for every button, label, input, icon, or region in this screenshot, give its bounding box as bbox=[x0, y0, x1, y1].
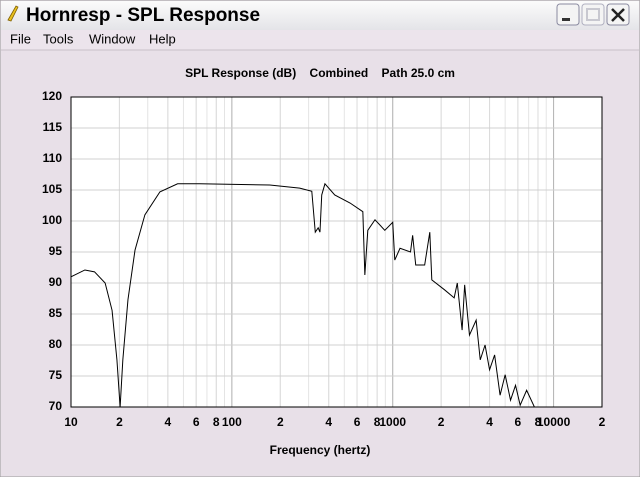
menu-item[interactable]: Tools bbox=[43, 31, 74, 46]
menu-item[interactable]: Window bbox=[89, 31, 136, 46]
x-tick-label: 6 bbox=[515, 415, 522, 429]
y-tick-label: 85 bbox=[49, 306, 63, 320]
window-title: Hornresp - SPL Response bbox=[26, 5, 260, 26]
x-tick-label: 100 bbox=[222, 415, 242, 429]
menu-item[interactable]: File bbox=[10, 31, 31, 46]
x-tick-label: 1000 bbox=[379, 415, 406, 429]
y-tick-label: 105 bbox=[42, 182, 62, 196]
x-tick-label: 8 bbox=[213, 415, 220, 429]
plot-lines bbox=[71, 182, 535, 407]
y-tick-label: 80 bbox=[49, 337, 63, 351]
y-tick-label: 95 bbox=[49, 244, 63, 258]
y-tick-label: 75 bbox=[49, 368, 63, 382]
chart-title: SPL Response (dB) Combined Path 25.0 cm bbox=[185, 66, 455, 80]
y-tick-label: 120 bbox=[42, 89, 62, 103]
menu-item[interactable]: Help bbox=[149, 31, 176, 46]
x-tick-label: 8 bbox=[374, 415, 381, 429]
y-tick-label: 110 bbox=[43, 151, 63, 165]
x-axis-label: Frequency (hertz) bbox=[270, 443, 371, 457]
menu-bar bbox=[1, 30, 639, 50]
x-tick-label: 6 bbox=[354, 415, 361, 429]
spl-line bbox=[71, 182, 535, 407]
x-tick-label: 8 bbox=[535, 415, 542, 429]
x-tick-label: 2 bbox=[116, 415, 123, 429]
x-tick-label: 2 bbox=[277, 415, 284, 429]
x-tick-label: 4 bbox=[486, 415, 493, 429]
x-tick-label: 2 bbox=[438, 415, 445, 429]
plot-border bbox=[70, 96, 603, 408]
title-bar bbox=[1, 1, 639, 30]
app-icon bbox=[7, 5, 19, 22]
y-tick-label: 100 bbox=[42, 213, 62, 227]
x-tick-label: 4 bbox=[165, 415, 172, 429]
y-tick-label: 90 bbox=[49, 275, 63, 289]
maximize-button[interactable] bbox=[581, 3, 605, 26]
close-button[interactable] bbox=[606, 3, 630, 26]
x-tick-label: 10000 bbox=[537, 415, 571, 429]
x-tick-label: 4 bbox=[325, 415, 332, 429]
minimize-button[interactable] bbox=[556, 3, 580, 26]
x-tick-label: 10 bbox=[64, 415, 78, 429]
y-tick-label: 70 bbox=[49, 399, 63, 413]
x-tick-label: 2 bbox=[599, 415, 606, 429]
y-tick-label: 115 bbox=[43, 120, 63, 134]
x-tick-label: 6 bbox=[193, 415, 200, 429]
